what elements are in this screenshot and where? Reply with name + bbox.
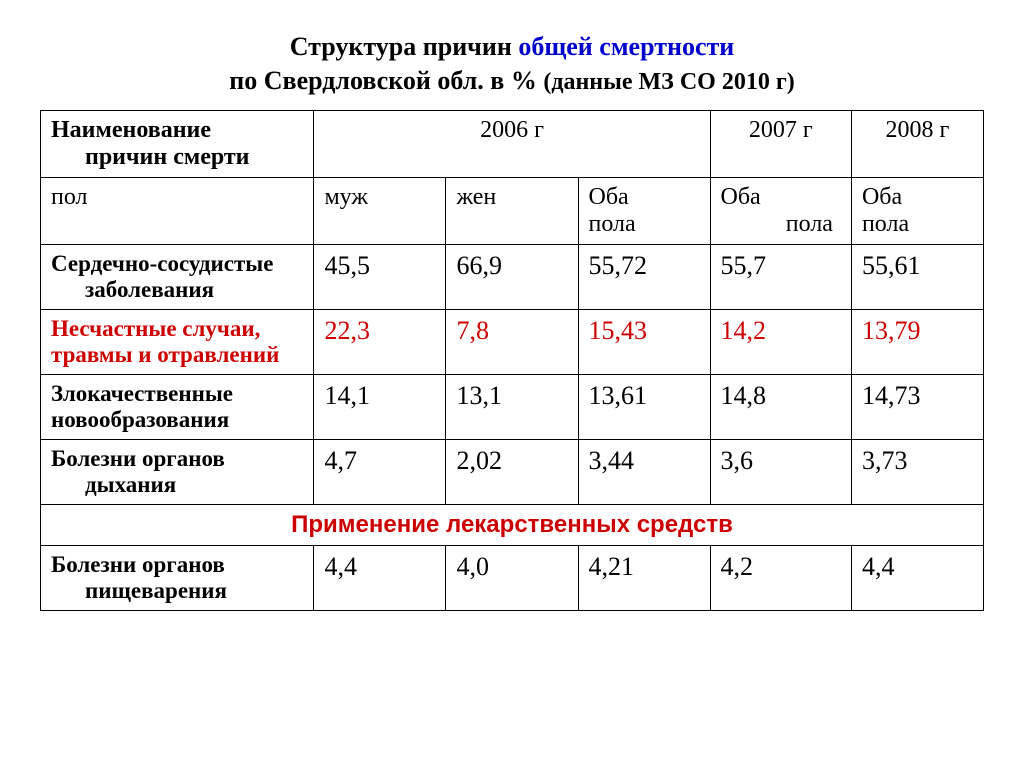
title-line2: по Свердловской обл. в %: [229, 66, 543, 95]
header-name: Наименование причин смерти: [41, 110, 314, 177]
row-resp: Болезни органов дыхания 4,7 2,02 3,44 3,…: [41, 439, 984, 504]
resp-name-l1: Болезни органов: [51, 446, 225, 471]
title-line2-sub: (данные МЗ СО 2010 г): [543, 69, 794, 95]
gender-both-2007: Оба пола: [710, 177, 851, 244]
page-title: Структура причин общей смертности по Све…: [40, 30, 984, 98]
both-l2: пола: [721, 211, 841, 238]
resp-name: Болезни органов дыхания: [41, 439, 314, 504]
cancer-name-l2: новообразования: [51, 407, 229, 432]
digest-v4: 4,2: [710, 545, 851, 610]
accidents-v2: 7,8: [446, 309, 578, 374]
digest-v1: 4,4: [314, 545, 446, 610]
row-accidents: Несчастные случаи, травмы и отравлений 2…: [41, 309, 984, 374]
cardio-v2: 66,9: [446, 244, 578, 309]
cancer-v3: 13,61: [578, 374, 710, 439]
cancer-v1: 14,1: [314, 374, 446, 439]
resp-v4: 3,6: [710, 439, 851, 504]
digest-v5: 4,4: [851, 545, 983, 610]
gender-both-2008: Оба пола: [851, 177, 983, 244]
cancer-name: Злокачественные новообразования: [41, 374, 314, 439]
resp-name-l2: дыхания: [51, 472, 303, 498]
header-2008: 2008 г: [851, 110, 983, 177]
gender-label: пол: [41, 177, 314, 244]
digest-name-l2: пищеварения: [51, 578, 303, 604]
digest-v2: 4,0: [446, 545, 578, 610]
cardio-name-l1: Сердечно-сосудистые: [51, 251, 273, 276]
both-l1: Оба: [721, 184, 761, 210]
header-row-years: Наименование причин смерти 2006 г 2007 г…: [41, 110, 984, 177]
accidents-name-l1: Несчастные случаи,: [51, 316, 260, 341]
both-l1: Оба: [862, 184, 902, 210]
title-line1-b: общей смертности: [518, 32, 734, 61]
digest-name: Болезни органов пищеварения: [41, 545, 314, 610]
header-name-l1: Наименование: [51, 117, 211, 143]
resp-v1: 4,7: [314, 439, 446, 504]
row-cardio: Сердечно-сосудистые заболевания 45,5 66,…: [41, 244, 984, 309]
gender-row: пол муж жен Оба пола Оба пола Оба пола: [41, 177, 984, 244]
cancer-v5: 14,73: [851, 374, 983, 439]
resp-v2: 2,02: [446, 439, 578, 504]
accidents-name-l2: травмы и отравлений: [51, 342, 279, 367]
cardio-v5: 55,61: [851, 244, 983, 309]
header-2006: 2006 г: [314, 110, 710, 177]
digest-v3: 4,21: [578, 545, 710, 610]
medication-banner: Применение лекарственных средств: [41, 504, 984, 545]
banner-row: Применение лекарственных средств: [41, 504, 984, 545]
accidents-v1: 22,3: [314, 309, 446, 374]
mortality-table: Наименование причин смерти 2006 г 2007 г…: [40, 110, 984, 611]
header-name-l2: причин смерти: [51, 144, 303, 171]
both-l2: пола: [589, 211, 636, 237]
digest-name-l1: Болезни органов: [51, 552, 225, 577]
cardio-name-l2: заболевания: [51, 277, 303, 303]
accidents-name: Несчастные случаи, травмы и отравлений: [41, 309, 314, 374]
accidents-v4: 14,2: [710, 309, 851, 374]
gender-f: жен: [446, 177, 578, 244]
cardio-v4: 55,7: [710, 244, 851, 309]
cancer-name-l1: Злокачественные: [51, 381, 233, 406]
cancer-v4: 14,8: [710, 374, 851, 439]
cancer-v2: 13,1: [446, 374, 578, 439]
resp-v5: 3,73: [851, 439, 983, 504]
title-line1-a: Структура причин: [290, 32, 519, 61]
row-digest: Болезни органов пищеварения 4,4 4,0 4,21…: [41, 545, 984, 610]
gender-m: муж: [314, 177, 446, 244]
cardio-v3: 55,72: [578, 244, 710, 309]
accidents-v5: 13,79: [851, 309, 983, 374]
gender-both-2006: Оба пола: [578, 177, 710, 244]
cardio-name: Сердечно-сосудистые заболевания: [41, 244, 314, 309]
row-cancer: Злокачественные новообразования 14,1 13,…: [41, 374, 984, 439]
both-l2: пола: [862, 211, 909, 237]
resp-v3: 3,44: [578, 439, 710, 504]
accidents-v3: 15,43: [578, 309, 710, 374]
both-l1: Оба: [589, 184, 629, 210]
header-2007: 2007 г: [710, 110, 851, 177]
cardio-v1: 45,5: [314, 244, 446, 309]
